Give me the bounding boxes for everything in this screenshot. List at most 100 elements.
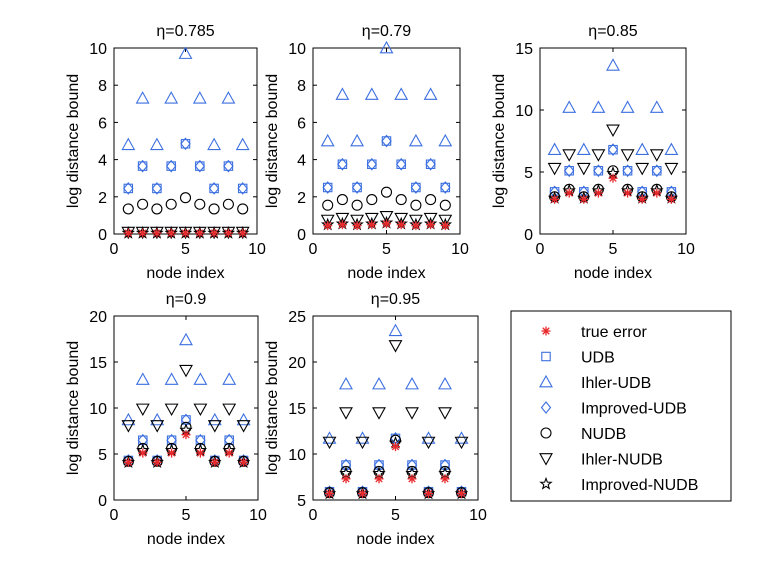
data-point [564,188,574,198]
y-tick-label: 15 [288,401,306,418]
data-point [649,149,664,162]
data-point [382,219,391,229]
data-point [649,100,664,113]
series-ihler-nudb [320,210,453,228]
data-point [167,448,177,458]
data-point [166,228,176,238]
legend-item: true error [541,324,647,341]
data-point [576,162,591,176]
data-point [192,91,207,104]
data-point [208,203,220,215]
y-tick-label: 0 [297,227,306,244]
data-point [194,198,206,210]
y-tick-label: 20 [89,309,107,326]
data-point [340,458,352,472]
x-tick-label: 5 [181,241,190,258]
subplot-4: 0 5 10 0 5 10 15 20 η=0.9 node index log distance … [65,291,267,548]
data-point [123,182,134,195]
data-point [439,458,451,472]
legend-frame [510,310,732,502]
x-tick-label: 0 [536,241,545,258]
data-point [547,162,562,176]
y-tick-label: 2 [98,190,107,207]
data-point [181,228,190,238]
data-point [337,220,347,230]
data-point [207,137,222,151]
legend-marker-asterisk [541,326,551,336]
subplot-title: η=0.85 [588,23,637,40]
data-point [620,149,635,162]
y-axis-label: log distance bound [65,74,82,208]
y-tick-label: 10 [89,41,107,58]
series-improved-udb [123,137,248,195]
series-ihler-udb [121,46,250,151]
data-point [358,489,367,499]
x-tick-label: 10 [249,507,267,524]
data-point [178,46,193,59]
data-point [193,403,208,417]
data-point [591,149,606,162]
data-point [222,372,237,385]
data-point [339,376,353,390]
x-tick-label: 10 [677,241,695,258]
series-nudb [322,186,451,211]
data-point [372,376,386,390]
y-tick-label: 25 [288,309,306,326]
data-point [121,137,136,151]
data-point [426,220,436,230]
legend-marker-circle [540,427,552,439]
data-point [550,194,560,204]
data-point [579,194,589,204]
data-point [405,407,419,420]
data-point [236,420,251,433]
x-axis-label: node index [147,531,225,548]
data-point [562,149,577,162]
y-tick-label: 6 [98,115,107,132]
y-tick-label: 0 [98,227,107,244]
data-point [652,188,662,198]
data-point [138,448,148,458]
data-point [367,220,377,230]
data-point [164,403,179,417]
data-point [381,134,392,148]
data-point [335,212,350,226]
data-point [222,198,234,210]
data-point [440,474,450,484]
data-point [137,159,148,173]
y-tick-label: 0 [98,493,107,510]
data-point [207,412,222,426]
data-point [320,133,335,147]
series-true-error [550,173,676,204]
data-point [164,372,179,385]
data-point [207,420,222,433]
data-point [352,221,362,231]
legend-item: UDB [541,350,615,367]
y-tick-label: 6 [297,115,306,132]
data-point [407,474,417,484]
data-point [606,124,620,137]
data-point [195,228,205,238]
data-point [395,157,407,171]
data-point [374,474,384,484]
data-point [236,412,251,426]
data-point [151,203,163,215]
series-true-error [325,442,466,499]
data-point [622,164,633,178]
data-point [123,457,133,467]
data-point [223,228,233,238]
data-point [394,212,409,226]
data-point [593,164,604,178]
series-improved-udb [322,134,451,194]
series-ihler-nudb [322,340,469,450]
y-tick-label: 10 [89,401,107,418]
data-point [210,457,220,467]
data-point [635,162,650,176]
data-point [238,228,248,238]
x-tick-label: 5 [382,241,391,258]
data-point [421,436,436,450]
x-tick-label: 0 [110,507,119,524]
data-point [337,157,348,171]
data-point [322,181,333,194]
y-axis-label: log distance bound [264,74,281,208]
